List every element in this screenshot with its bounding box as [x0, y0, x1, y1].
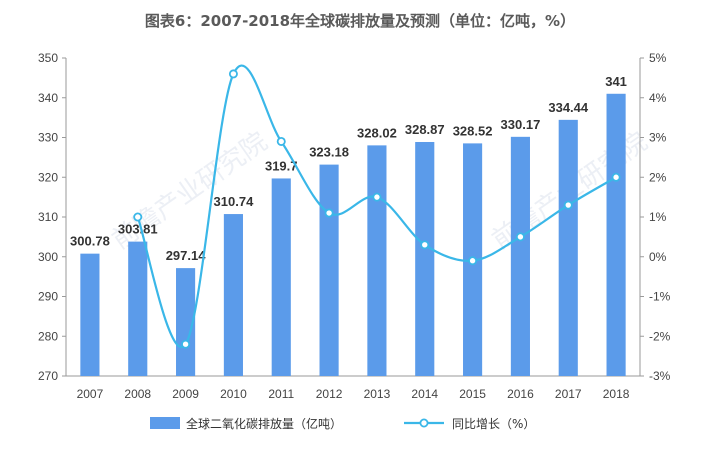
growth-point	[181, 339, 191, 349]
bar-data-label: 323.18	[309, 145, 349, 160]
bar	[606, 93, 626, 377]
growth-point	[228, 69, 238, 79]
y-right-tick-label: 2%	[649, 170, 667, 184]
axes: 270 280 290 300 310 320 330 340 350 -3% -2% -1% 0% 1%…	[38, 51, 671, 401]
growth-point	[420, 240, 430, 250]
legend-label-bar: 全球二氧化碳排放量（亿吨）	[186, 416, 342, 431]
bar	[80, 253, 100, 376]
growth-point	[276, 136, 286, 146]
y-left-tick-label: 290	[38, 290, 58, 304]
y-right-tick-label: 0%	[649, 250, 667, 264]
x-tick-label: 2008	[124, 387, 151, 401]
bar-data-label: 341	[605, 74, 627, 89]
y-left-tick-label: 320	[38, 170, 58, 184]
y-right-tick-label: 4%	[649, 91, 667, 105]
growth-point	[372, 192, 382, 202]
bar	[415, 141, 435, 376]
growth-point	[515, 232, 525, 242]
x-tick-label: 2011	[268, 387, 294, 401]
y-right-tick-label: -1%	[649, 290, 671, 304]
growth-point	[133, 212, 143, 222]
bar-series	[80, 93, 626, 377]
x-tick-label: 2015	[459, 387, 486, 401]
bar-data-labels: 300.78 303.81 297.14 310.74 319.7 323.18 328.0…	[70, 74, 627, 263]
bar-data-label: 328.02	[357, 125, 397, 140]
growth-line-series	[133, 64, 621, 349]
y-left-tick-label: 280	[38, 329, 58, 343]
y-left-tick-label: 270	[38, 369, 58, 383]
bar	[367, 145, 387, 376]
chart-title: 图表6：2007-2018年全球碳排放量及预测（单位：亿吨，%）	[145, 12, 575, 30]
bar	[176, 268, 196, 376]
bar	[558, 119, 578, 376]
growth-point	[563, 200, 573, 210]
legend: 全球二氧化碳排放量（亿吨） 同比增长（%）	[150, 416, 535, 431]
y-left-tick-label: 300	[38, 250, 58, 264]
x-tick-label: 2014	[411, 387, 438, 401]
x-tick-label: 2010	[220, 387, 247, 401]
bar-data-label: 319.7	[265, 158, 298, 173]
y-left-tick-label: 340	[38, 91, 58, 105]
bar-data-label: 330.17	[501, 117, 541, 132]
x-tick-label: 2007	[77, 387, 104, 401]
legend-swatch-bar	[150, 417, 180, 429]
bar	[319, 164, 339, 376]
bar	[128, 241, 148, 376]
x-tick-label: 2013	[364, 387, 391, 401]
bar-data-label: 297.14	[166, 248, 207, 263]
legend-swatch-marker	[419, 418, 429, 428]
y-left-tick-label: 350	[38, 51, 58, 65]
y-left-tick-label: 330	[38, 131, 58, 145]
growth-point	[324, 208, 334, 218]
y-right-tick-label: -3%	[649, 369, 671, 383]
x-tick-label: 2018	[603, 387, 630, 401]
y-left-tick-label: 310	[38, 210, 58, 224]
bar-data-label: 328.87	[405, 122, 445, 137]
bar	[510, 136, 530, 376]
growth-point	[468, 256, 478, 266]
y-right-tick-label: 5%	[649, 51, 667, 65]
bar	[271, 178, 291, 376]
x-tick-label: 2017	[555, 387, 582, 401]
y-right-tick-label: -2%	[649, 329, 671, 343]
legend-label-line: 同比增长（%）	[452, 417, 535, 431]
bar	[223, 214, 243, 376]
bar-data-label: 334.44	[548, 100, 589, 115]
bar-data-label: 310.74	[214, 194, 255, 209]
x-tick-label: 2016	[507, 387, 534, 401]
bar-data-label: 300.78	[70, 234, 110, 249]
y-right-tick-label: 3%	[649, 131, 667, 145]
y-right-tick-label: 1%	[649, 210, 667, 224]
bar-data-label: 303.81	[118, 222, 158, 237]
x-tick-label: 2009	[172, 387, 199, 401]
growth-point	[611, 172, 621, 182]
x-tick-label: 2012	[316, 387, 343, 401]
bar-data-label: 328.52	[453, 123, 493, 138]
